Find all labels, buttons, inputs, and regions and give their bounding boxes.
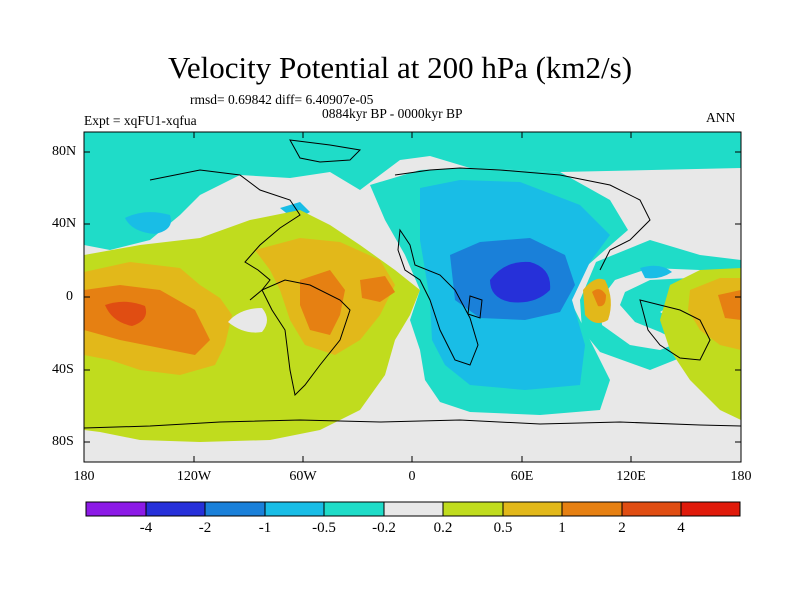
lon-label-120e: 120E — [616, 469, 646, 484]
contour-neutral-hole — [228, 308, 267, 333]
colorbar-label-1: -2 — [198, 520, 212, 536]
colorbar-swatch-5 — [383, 501, 444, 517]
coastlines — [84, 139, 741, 429]
lon-label-180w: 180 — [73, 469, 95, 484]
colorbar-swatch-7 — [502, 501, 563, 517]
contour-neg-light-blue-pacific — [125, 212, 171, 234]
axis-ticks — [84, 132, 741, 462]
lon-label-60e: 60E — [510, 469, 534, 484]
contour-pos-red-pacific — [105, 301, 147, 326]
colorbar-label-6: 0.5 — [493, 520, 513, 536]
colorbar-label-2: -1 — [258, 520, 272, 536]
period-label: 0884kyr BP - 0000kyr BP — [322, 106, 463, 121]
colorbar-label-3: -0.5 — [312, 520, 336, 536]
colorbar-swatch-8 — [561, 501, 623, 517]
lat-label-80n: 80N — [52, 144, 77, 159]
colorbar-label-5: 0.2 — [433, 520, 453, 536]
colorbar-swatch-1 — [145, 501, 206, 517]
lon-label-60w: 60W — [289, 469, 317, 484]
lat-label-0: 0 — [66, 289, 73, 304]
lon-label-180e: 180 — [730, 469, 752, 484]
experiment-label: Expt = xqFU1-xqfua — [84, 113, 197, 128]
colorbar-label-8: 2 — [618, 520, 626, 536]
contour-pos-orange-samerica — [300, 270, 345, 335]
lat-label-80s: 80S — [52, 434, 74, 449]
chart-title: Velocity Potential at 200 hPa (km2/s) — [167, 50, 633, 85]
lat-label-40n: 40N — [52, 216, 77, 231]
contour-neg-light-blue-asia — [640, 265, 672, 279]
colorbar-swatch-10 — [680, 501, 741, 517]
colorbar-swatch-0 — [85, 501, 147, 517]
colorbar-label-7: 1 — [558, 520, 566, 536]
lat-label-40s: 40S — [52, 362, 74, 377]
contour-pos-orange-atlantic — [360, 276, 395, 302]
contour-pos-orange-indian — [592, 289, 606, 307]
contour-neg-cyan-north — [84, 132, 741, 250]
colorbar-swatch-3 — [264, 501, 325, 517]
colorbar-label-4: -0.2 — [372, 520, 396, 536]
colorbar-swatch-6 — [442, 501, 504, 517]
contour-neg-deep-blue-core — [490, 261, 551, 303]
colorbar-swatch-2 — [204, 501, 266, 517]
lon-label-120w: 120W — [176, 469, 212, 484]
colorbar-label-9: 4 — [677, 520, 685, 536]
colorbar-swatch-4 — [323, 501, 385, 517]
season-label: ANN — [706, 110, 736, 125]
contour-field — [84, 132, 741, 462]
colorbar-swatch-9 — [621, 501, 682, 517]
colorbar-label-0: -4 — [139, 520, 153, 536]
rmsd-stats: rmsd= 0.69842 diff= 6.40907e-05 — [190, 92, 374, 107]
lon-label-0: 0 — [408, 469, 416, 484]
